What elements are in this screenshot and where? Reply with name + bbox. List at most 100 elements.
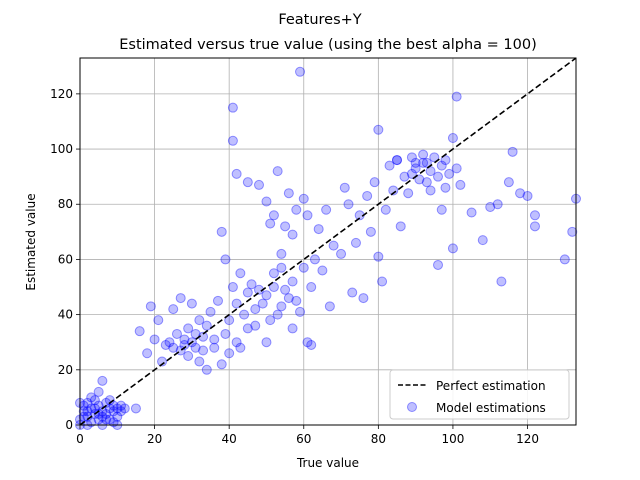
model-estimation-point bbox=[175, 293, 186, 304]
model-estimation-point bbox=[421, 177, 432, 188]
model-estimation-point bbox=[242, 177, 253, 188]
model-estimation-point bbox=[201, 320, 212, 331]
model-estimation-point bbox=[250, 304, 261, 315]
model-estimation-point bbox=[295, 306, 306, 317]
model-estimation-point bbox=[268, 282, 279, 293]
model-estimation-point bbox=[440, 182, 451, 193]
model-estimation-point bbox=[149, 334, 160, 345]
model-estimation-point bbox=[406, 168, 417, 179]
model-estimation-point bbox=[455, 179, 466, 190]
model-estimation-point bbox=[276, 301, 287, 312]
y-axis-label: Estimated value bbox=[24, 193, 38, 290]
model-estimation-point bbox=[399, 171, 410, 182]
model-estimation-point bbox=[86, 403, 97, 414]
model-estimation-point bbox=[365, 226, 376, 237]
y-tick-label: 40 bbox=[58, 308, 73, 322]
model-estimation-point bbox=[82, 406, 93, 417]
model-estimation-point bbox=[261, 290, 272, 301]
model-estimation-point bbox=[216, 359, 227, 370]
model-estimation-point bbox=[198, 345, 209, 356]
model-estimation-point bbox=[388, 185, 399, 196]
model-estimation-point bbox=[287, 229, 298, 240]
model-estimation-point bbox=[108, 406, 119, 417]
model-estimation-point bbox=[306, 282, 317, 293]
model-estimation-point bbox=[101, 414, 112, 425]
model-estimation-point bbox=[227, 135, 238, 146]
model-estimation-point bbox=[93, 400, 104, 411]
model-estimation-point bbox=[224, 315, 235, 326]
model-estimation-point bbox=[265, 218, 276, 229]
model-estimation-point bbox=[231, 298, 242, 309]
model-estimation-point bbox=[220, 328, 231, 339]
model-estimation-point bbox=[190, 342, 201, 353]
model-estimation-point bbox=[86, 392, 97, 403]
model-estimation-point bbox=[485, 202, 496, 213]
model-estimation-point bbox=[246, 279, 257, 290]
model-estimation-point bbox=[283, 188, 294, 199]
model-estimation-point bbox=[306, 339, 317, 350]
model-estimation-point bbox=[336, 248, 347, 259]
model-estimation-point bbox=[112, 403, 123, 414]
model-estimation-point bbox=[328, 240, 339, 251]
model-estimation-point bbox=[164, 337, 175, 348]
model-estimation-point bbox=[406, 152, 417, 163]
model-estimation-point bbox=[317, 265, 328, 276]
model-estimation-point bbox=[104, 395, 115, 406]
model-estimation-point bbox=[112, 411, 123, 422]
model-estimation-point bbox=[183, 351, 194, 362]
model-estimation-point bbox=[529, 221, 540, 232]
model-estimation-point bbox=[280, 221, 291, 232]
model-estimation-point bbox=[433, 171, 444, 182]
model-estimation-point bbox=[380, 204, 391, 215]
model-estimation-point bbox=[97, 411, 108, 422]
model-estimation-point bbox=[492, 199, 503, 210]
y-tick-label: 100 bbox=[50, 142, 73, 156]
model-estimation-point bbox=[254, 179, 265, 190]
model-estimation-point bbox=[82, 397, 93, 408]
x-tick-label: 120 bbox=[516, 432, 539, 446]
model-estimation-point bbox=[347, 287, 358, 298]
model-estimation-point bbox=[145, 301, 156, 312]
y-tick-label: 120 bbox=[50, 87, 73, 101]
model-estimation-point bbox=[515, 188, 526, 199]
model-estimation-point bbox=[444, 168, 455, 179]
model-estimation-point bbox=[433, 259, 444, 270]
model-estimation-point bbox=[93, 408, 104, 419]
model-estimation-point bbox=[212, 295, 223, 306]
model-estimation-point bbox=[201, 364, 212, 375]
model-estimation-point bbox=[309, 254, 320, 265]
model-estimation-point bbox=[391, 155, 402, 166]
model-estimation-point bbox=[101, 408, 112, 419]
model-estimation-point bbox=[227, 102, 238, 113]
model-estimation-point bbox=[194, 356, 205, 367]
model-estimation-point bbox=[395, 221, 406, 232]
model-estimation-point bbox=[283, 293, 294, 304]
model-estimation-point bbox=[190, 328, 201, 339]
model-estimation-point bbox=[231, 337, 242, 348]
model-estimation-point bbox=[276, 248, 287, 259]
model-estimation-point bbox=[134, 326, 145, 337]
model-estimation-point bbox=[522, 190, 533, 201]
perfect-estimation-line-group bbox=[79, 57, 577, 426]
model-estimation-point bbox=[224, 348, 235, 359]
model-estimation-point bbox=[268, 268, 279, 279]
model-estimation-point bbox=[410, 163, 421, 174]
model-estimation-point bbox=[440, 155, 451, 166]
model-estimation-point bbox=[108, 417, 119, 428]
model-estimation-point bbox=[220, 254, 231, 265]
model-estimation-point bbox=[227, 282, 238, 293]
model-estimation-point bbox=[78, 411, 89, 422]
model-estimation-point bbox=[298, 193, 309, 204]
model-estimation-point bbox=[268, 210, 279, 221]
model-estimation-point bbox=[339, 182, 350, 193]
x-tick-label: 100 bbox=[441, 432, 464, 446]
model-estimation-point bbox=[302, 337, 313, 348]
model-estimation-point bbox=[265, 315, 276, 326]
model-estimation-point bbox=[391, 155, 402, 166]
model-estimation-point bbox=[209, 342, 220, 353]
plot-frame bbox=[79, 57, 577, 426]
model-estimation-point bbox=[447, 243, 458, 254]
model-estimation-point bbox=[559, 254, 570, 265]
model-estimation-point bbox=[496, 276, 507, 287]
model-estimation-point bbox=[86, 417, 97, 428]
